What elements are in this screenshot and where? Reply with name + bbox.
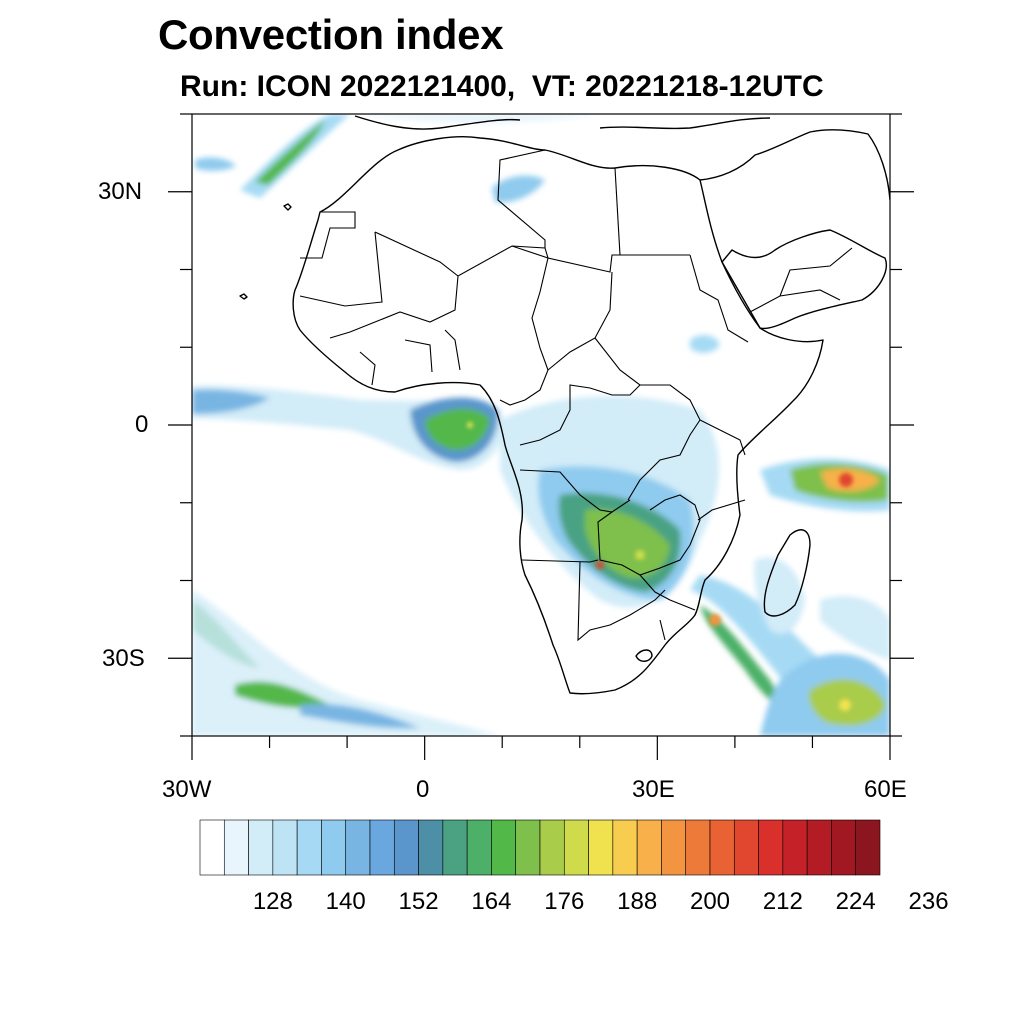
colorbar-swatch: [758, 819, 784, 876]
colorbar-swatch: [515, 819, 541, 876]
coastlines: [239, 115, 890, 695]
colorbar-swatch: [831, 819, 857, 876]
colorbar: [199, 819, 881, 876]
colorbar-swatch: [321, 819, 347, 876]
colorbar-swatch: [855, 819, 881, 876]
colorbar-swatch: [272, 819, 298, 876]
y-tick-label-0: 0: [135, 411, 149, 438]
colorbar-swatch: [685, 819, 711, 876]
colorbar-label: 164: [471, 888, 512, 915]
colorbar-label: 236: [908, 888, 949, 915]
colorbar-swatch: [806, 819, 832, 876]
colorbar-swatch: [661, 819, 687, 876]
colorbar-label: 224: [835, 888, 876, 915]
y-tick-label-30s: 30S: [102, 645, 145, 672]
colorbar-swatch: [782, 819, 808, 876]
axis-ticks: [168, 113, 914, 760]
colorbar-swatch: [588, 819, 614, 876]
colorbar-swatch: [733, 819, 759, 876]
colorbar-swatch: [418, 819, 444, 876]
colorbar-swatch: [369, 819, 395, 876]
x-tick-label-30e: 30E: [632, 776, 675, 803]
colorbar-swatch: [636, 819, 662, 876]
colorbar-swatch: [709, 819, 735, 876]
colorbar-swatch: [345, 819, 371, 876]
y-tick-label-30n: 30N: [98, 178, 143, 205]
colorbar-swatch: [223, 819, 249, 876]
colorbar-swatch: [563, 819, 589, 876]
colorbar-swatch: [199, 819, 225, 876]
colorbar-swatch: [442, 819, 468, 876]
colorbar-label: 140: [325, 888, 366, 915]
colorbar-swatch: [393, 819, 419, 876]
x-tick-label-30w: 30W: [162, 776, 212, 803]
chart-title: Convection index: [158, 11, 504, 58]
colorbar-label: 176: [544, 888, 585, 915]
colorbar-swatch: [539, 819, 565, 876]
colorbar-swatch: [296, 819, 322, 876]
colorbar-swatch: [466, 819, 492, 876]
colorbar-swatch: [491, 819, 517, 876]
chart-subtitle: Run: ICON 2022121400, VT: 20221218-12UTC: [180, 70, 824, 103]
x-tick-label-0: 0: [416, 776, 430, 803]
colorbar-label: 152: [398, 888, 439, 915]
colorbar-swatch: [612, 819, 638, 876]
colorbar-swatch: [248, 819, 274, 876]
country-borders: [299, 149, 853, 642]
colorbar-label: 200: [689, 888, 731, 915]
colorbar-label: 212: [762, 888, 803, 915]
convection-shading: [192, 114, 890, 736]
colorbar-label: 188: [617, 888, 658, 915]
colorbar-label: 128: [252, 888, 293, 915]
x-tick-label-60e: 60E: [864, 776, 907, 803]
